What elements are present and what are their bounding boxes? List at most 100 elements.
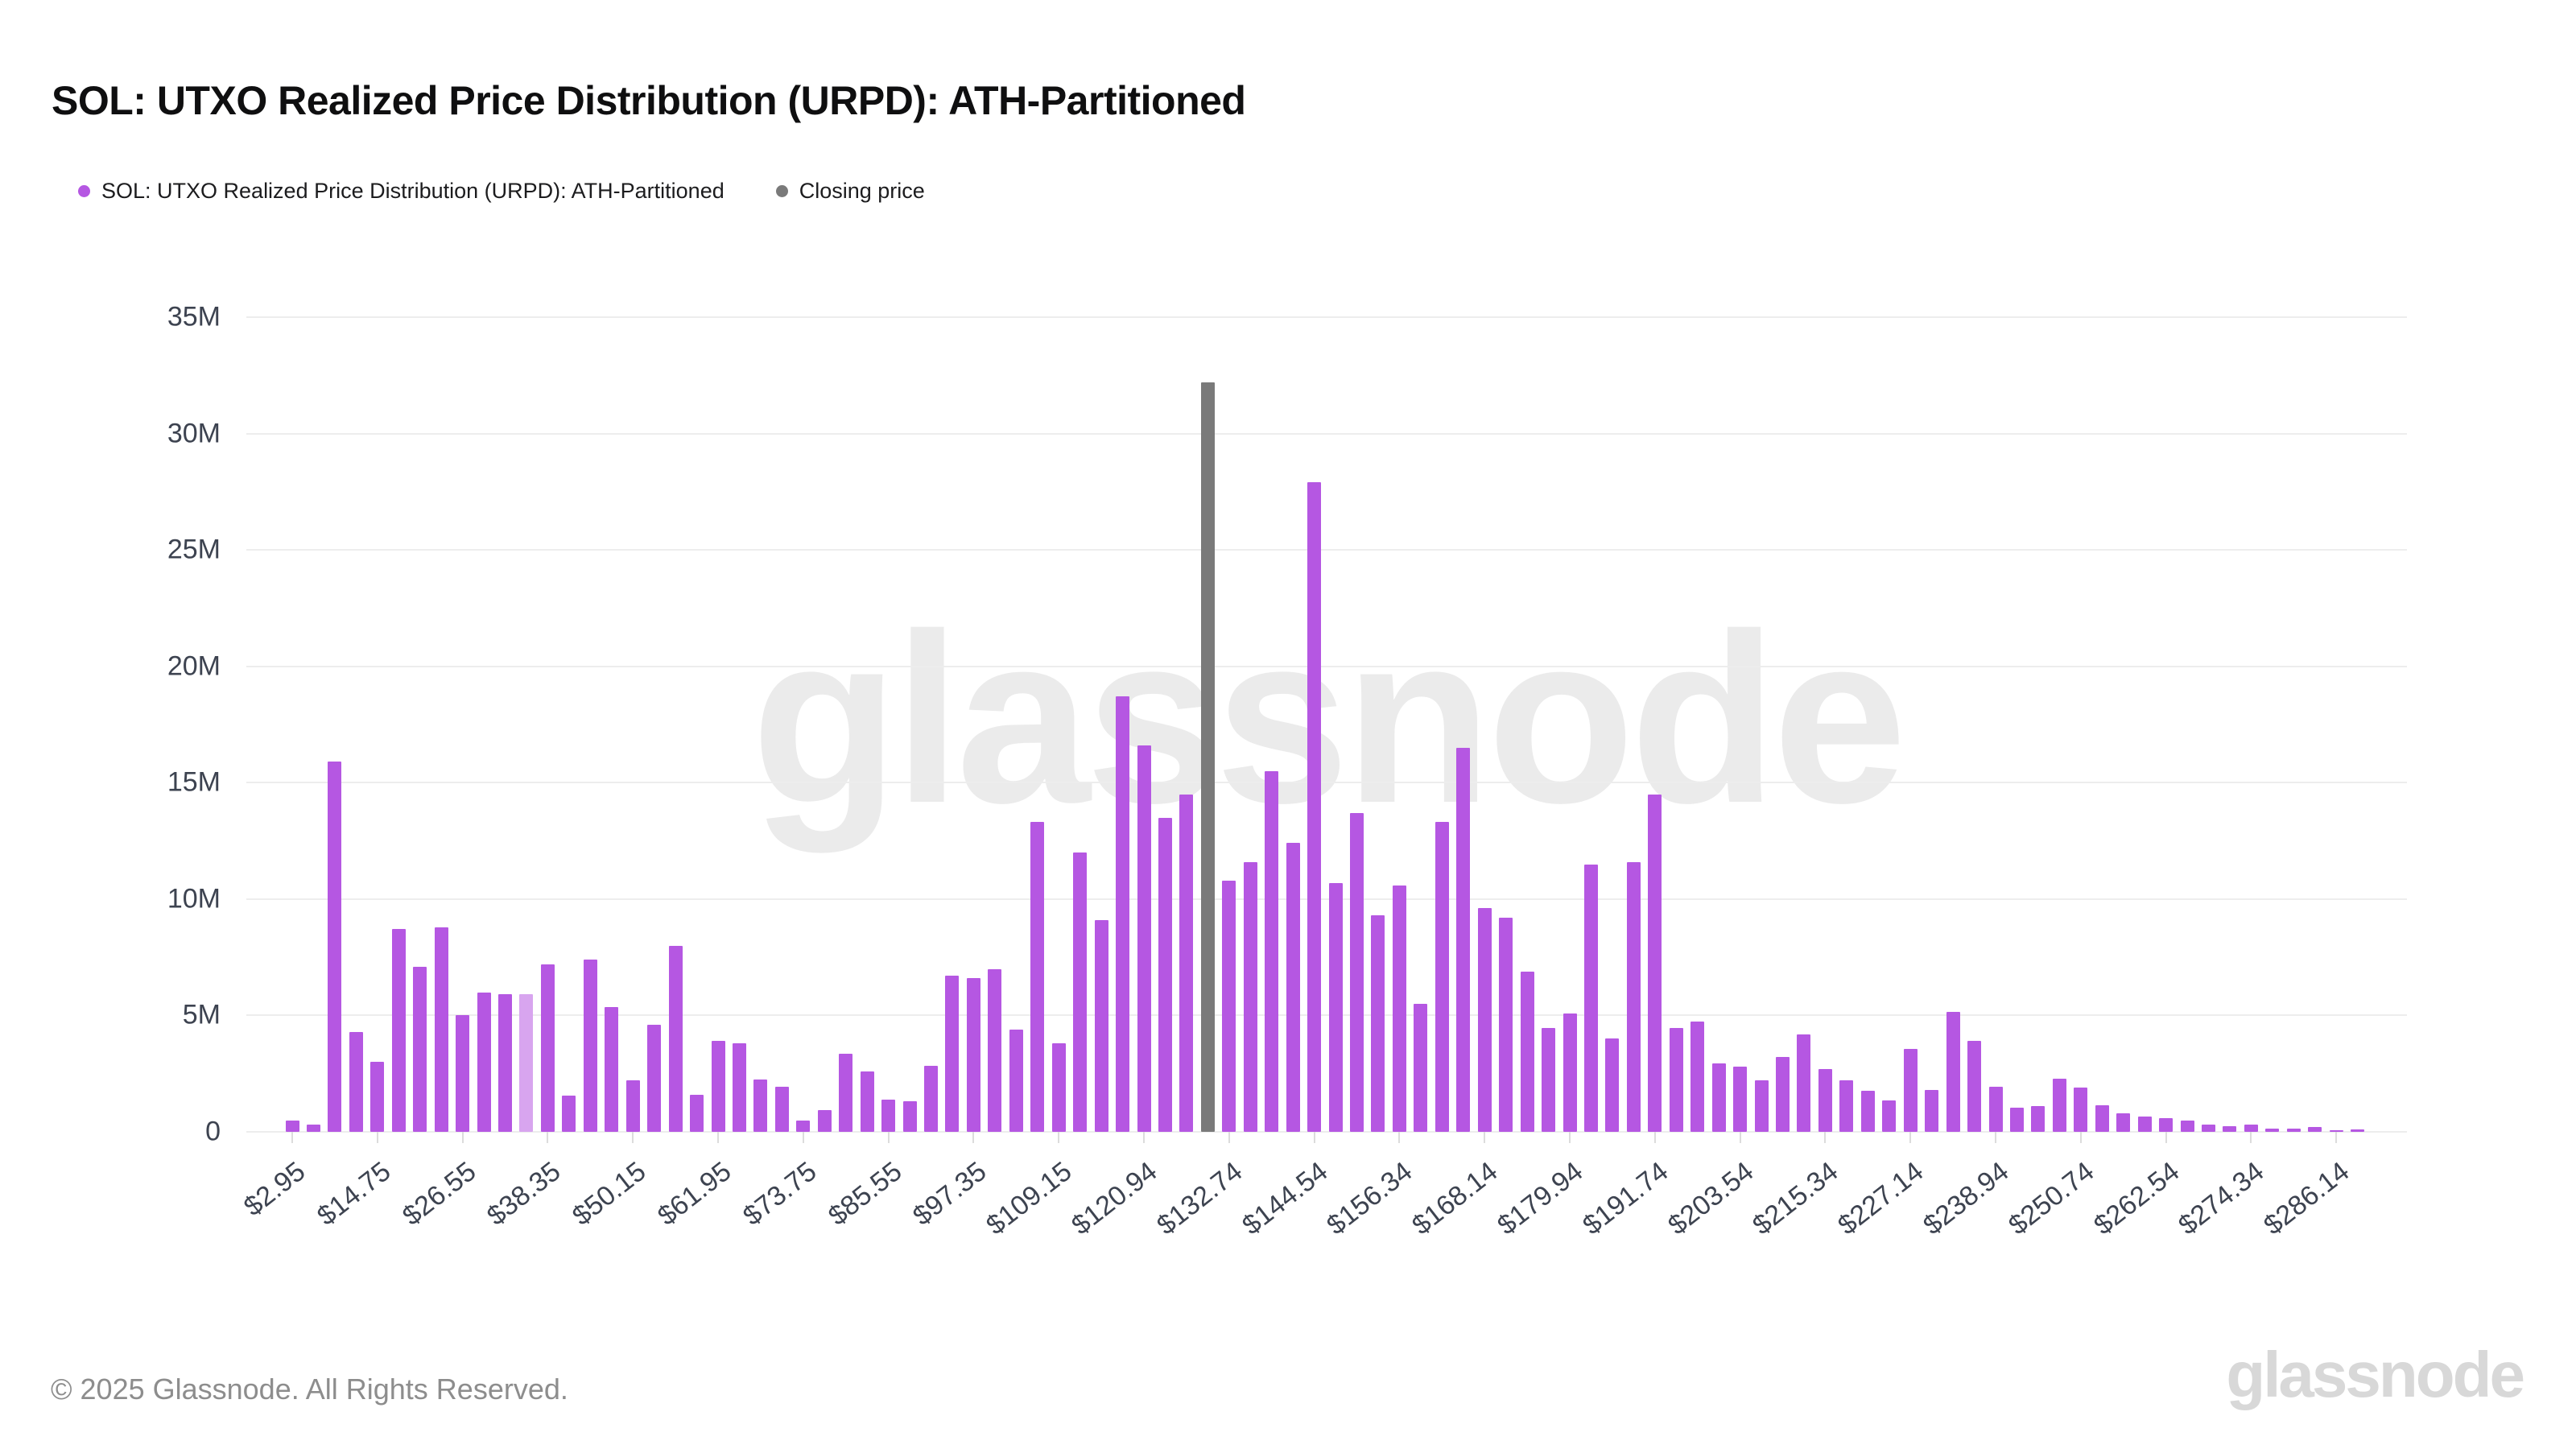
urpd-bar[interactable] — [391, 929, 406, 1132]
urpd-bar[interactable] — [2116, 1113, 2131, 1132]
urpd-bar[interactable] — [711, 1041, 725, 1132]
urpd-bar[interactable] — [2351, 1129, 2365, 1132]
urpd-bar[interactable] — [2052, 1078, 2066, 1132]
urpd-bar[interactable] — [2074, 1088, 2088, 1132]
urpd-bar[interactable] — [2308, 1127, 2322, 1132]
urpd-bar[interactable] — [1818, 1068, 1832, 1132]
urpd-bar[interactable] — [1605, 1038, 1620, 1132]
urpd-bar[interactable] — [881, 1099, 896, 1132]
urpd-bar[interactable] — [540, 964, 555, 1132]
urpd-bar[interactable] — [774, 1086, 789, 1132]
urpd-bar[interactable] — [2265, 1128, 2280, 1132]
urpd-bar[interactable] — [1903, 1049, 1918, 1132]
urpd-bar[interactable] — [1499, 918, 1513, 1132]
urpd-bar[interactable] — [1073, 852, 1088, 1132]
urpd-bar[interactable] — [2286, 1128, 2301, 1132]
urpd-bar[interactable] — [1754, 1080, 1769, 1132]
urpd-bar[interactable] — [1307, 482, 1322, 1132]
urpd-bar[interactable] — [1051, 1043, 1066, 1132]
urpd-bar[interactable] — [2009, 1107, 2024, 1132]
urpd-bar[interactable] — [1179, 794, 1194, 1132]
urpd-bar[interactable] — [668, 945, 683, 1132]
closing-price-bar[interactable] — [1200, 382, 1215, 1132]
urpd-bar[interactable] — [328, 762, 342, 1132]
urpd-bar[interactable] — [1392, 885, 1406, 1132]
urpd-bar[interactable] — [1583, 864, 1598, 1132]
urpd-bar[interactable] — [2329, 1130, 2343, 1132]
urpd-bar[interactable] — [1265, 770, 1279, 1132]
urpd-bar[interactable] — [2159, 1117, 2174, 1132]
urpd-bar[interactable] — [1860, 1091, 1875, 1132]
urpd-bar[interactable] — [988, 968, 1002, 1132]
urpd-bar[interactable] — [966, 978, 980, 1132]
urpd-bar[interactable] — [1137, 745, 1151, 1132]
urpd-bar[interactable] — [2202, 1125, 2215, 1132]
urpd-bar[interactable] — [1435, 822, 1449, 1132]
urpd-bar[interactable] — [562, 1096, 576, 1132]
urpd-bar[interactable] — [413, 966, 427, 1132]
urpd-bar[interactable] — [1563, 1013, 1577, 1132]
urpd-bar[interactable] — [1116, 696, 1130, 1132]
urpd-bar[interactable] — [796, 1120, 811, 1132]
urpd-bar[interactable] — [732, 1043, 746, 1132]
urpd-bar[interactable] — [306, 1125, 320, 1132]
urpd-bar[interactable] — [1542, 1028, 1556, 1132]
urpd-bar[interactable] — [1350, 812, 1364, 1132]
urpd-bar[interactable] — [1988, 1086, 2003, 1132]
urpd-bar[interactable] — [1328, 882, 1343, 1132]
urpd-bar[interactable] — [1711, 1063, 1726, 1132]
urpd-bar[interactable] — [285, 1120, 299, 1132]
urpd-bar[interactable] — [1371, 915, 1385, 1132]
urpd-bar[interactable] — [1520, 971, 1534, 1132]
urpd-bar[interactable] — [1776, 1057, 1790, 1132]
urpd-bar[interactable] — [2137, 1117, 2152, 1132]
urpd-bar[interactable] — [434, 927, 448, 1132]
urpd-bar[interactable] — [1839, 1080, 1854, 1132]
urpd-bar[interactable] — [456, 1015, 470, 1132]
urpd-bar[interactable] — [1882, 1100, 1897, 1132]
legend-item-closing-price[interactable]: Closing price — [775, 179, 925, 204]
urpd-bar[interactable] — [1967, 1041, 1982, 1132]
urpd-bar[interactable] — [945, 976, 960, 1132]
urpd-bar[interactable] — [1946, 1012, 1960, 1132]
urpd-bar[interactable] — [605, 1007, 619, 1132]
urpd-bar-highlighted[interactable] — [519, 994, 534, 1132]
urpd-bar[interactable] — [924, 1065, 938, 1132]
urpd-bar[interactable] — [1669, 1028, 1683, 1132]
urpd-bar[interactable] — [498, 994, 512, 1132]
urpd-bar[interactable] — [753, 1079, 768, 1132]
urpd-bar[interactable] — [583, 960, 597, 1132]
urpd-bar[interactable] — [1222, 880, 1236, 1132]
urpd-bar[interactable] — [1925, 1089, 1939, 1132]
urpd-bar[interactable] — [647, 1025, 662, 1132]
urpd-bar[interactable] — [1414, 1003, 1428, 1132]
urpd-bar[interactable] — [2244, 1125, 2258, 1132]
urpd-bar[interactable] — [477, 992, 491, 1132]
urpd-bar[interactable] — [1797, 1034, 1811, 1132]
urpd-bar[interactable] — [902, 1101, 917, 1132]
urpd-bar[interactable] — [625, 1080, 640, 1132]
urpd-bar[interactable] — [860, 1071, 874, 1132]
urpd-bar[interactable] — [1477, 908, 1492, 1132]
urpd-bar[interactable] — [370, 1062, 385, 1132]
legend-item-urpd[interactable]: SOL: UTXO Realized Price Distribution (U… — [78, 179, 724, 204]
urpd-bar[interactable] — [1733, 1067, 1748, 1132]
urpd-bar[interactable] — [1030, 822, 1045, 1132]
urpd-bar[interactable] — [1286, 843, 1300, 1132]
urpd-bar[interactable] — [2223, 1125, 2237, 1132]
urpd-bar[interactable] — [1690, 1021, 1705, 1132]
urpd-bar[interactable] — [1158, 817, 1172, 1132]
urpd-bar[interactable] — [1626, 861, 1641, 1132]
urpd-bar[interactable] — [349, 1031, 363, 1132]
urpd-bar[interactable] — [690, 1094, 704, 1132]
urpd-bar[interactable] — [2031, 1106, 2046, 1132]
urpd-bar[interactable] — [2095, 1104, 2109, 1132]
urpd-bar[interactable] — [1243, 861, 1257, 1132]
urpd-bar[interactable] — [817, 1109, 832, 1132]
urpd-bar[interactable] — [1094, 919, 1108, 1132]
urpd-bar[interactable] — [839, 1054, 853, 1132]
urpd-bar[interactable] — [1009, 1029, 1023, 1132]
plot-area[interactable]: 0 5M 10M 15M 20M 25M 30M 35M $2.95 $14.75 $26.55 $3… — [167, 302, 2407, 1241]
urpd-bar[interactable] — [1456, 747, 1471, 1132]
urpd-bar[interactable] — [1648, 794, 1662, 1132]
